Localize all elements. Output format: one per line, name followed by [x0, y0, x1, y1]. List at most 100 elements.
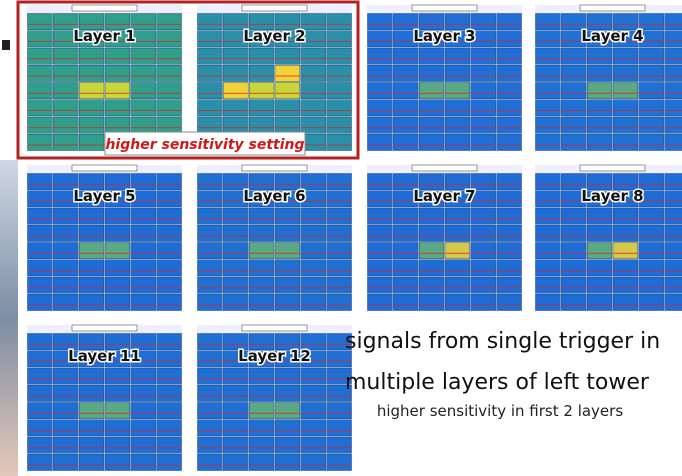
- cell: [198, 420, 223, 436]
- cell: [419, 243, 444, 259]
- cell: [198, 260, 223, 276]
- cell: [131, 100, 156, 116]
- cell: [249, 208, 274, 224]
- cell: [28, 277, 53, 293]
- cell: [79, 243, 104, 259]
- cell: [131, 437, 156, 453]
- cell: [471, 100, 496, 116]
- cell: [665, 174, 682, 190]
- cell: [79, 385, 104, 401]
- cell: [131, 420, 156, 436]
- cell: [79, 403, 104, 419]
- cell: [157, 403, 182, 419]
- cell: [301, 48, 326, 64]
- cell: [157, 334, 182, 350]
- cell: [198, 368, 223, 384]
- cell: [497, 83, 522, 99]
- cell: [497, 100, 522, 116]
- cell: [275, 420, 300, 436]
- cell: [665, 31, 682, 47]
- layer-panel: Layer 5: [27, 165, 182, 311]
- cell: [536, 174, 561, 190]
- cell: [445, 208, 470, 224]
- cell: [131, 454, 156, 470]
- cell: [561, 83, 586, 99]
- cell: [249, 117, 274, 133]
- cell: [301, 437, 326, 453]
- cell: [28, 191, 53, 207]
- cell: [275, 260, 300, 276]
- cell: [301, 83, 326, 99]
- cell: [53, 208, 78, 224]
- cell: [665, 243, 682, 259]
- layer-label: Layer 6: [243, 187, 305, 205]
- cell: [368, 174, 393, 190]
- cell: [79, 100, 104, 116]
- cell: [157, 385, 182, 401]
- cell: [639, 65, 664, 81]
- panel-header: [72, 5, 137, 11]
- cell: [368, 48, 393, 64]
- cell: [419, 277, 444, 293]
- cell: [157, 14, 182, 30]
- cell: [665, 117, 682, 133]
- cell: [561, 243, 586, 259]
- cell: [393, 134, 418, 150]
- cell: [301, 403, 326, 419]
- cell: [327, 243, 352, 259]
- cell: [368, 117, 393, 133]
- cell: [301, 454, 326, 470]
- cell: [301, 100, 326, 116]
- cell: [131, 403, 156, 419]
- cell: [105, 117, 130, 133]
- cell: [157, 31, 182, 47]
- layer-panel: Layer 7: [367, 165, 522, 311]
- panel-header: [412, 165, 477, 171]
- cell: [53, 117, 78, 133]
- cell: [28, 403, 53, 419]
- cell: [28, 208, 53, 224]
- cell: [223, 403, 248, 419]
- cell: [368, 225, 393, 241]
- cell: [275, 208, 300, 224]
- cell: [249, 48, 274, 64]
- cell: [327, 208, 352, 224]
- cell: [445, 277, 470, 293]
- cell: [249, 277, 274, 293]
- cell: [275, 243, 300, 259]
- cell: [419, 208, 444, 224]
- cell: [275, 48, 300, 64]
- cell: [223, 48, 248, 64]
- cell: [665, 294, 682, 310]
- cell: [419, 117, 444, 133]
- cell: [198, 334, 223, 350]
- cell: [536, 243, 561, 259]
- cell: [28, 351, 53, 367]
- cell: [419, 83, 444, 99]
- cell: [393, 260, 418, 276]
- cell: [587, 294, 612, 310]
- cell: [639, 100, 664, 116]
- cell: [639, 294, 664, 310]
- cell: [587, 243, 612, 259]
- cell: [105, 403, 130, 419]
- cell: [53, 243, 78, 259]
- cell: [327, 454, 352, 470]
- cell: [497, 208, 522, 224]
- cell: [249, 454, 274, 470]
- cell: [471, 83, 496, 99]
- cell: [587, 225, 612, 241]
- cell: [79, 225, 104, 241]
- cell: [105, 260, 130, 276]
- cell: [198, 83, 223, 99]
- cell: [639, 243, 664, 259]
- cell: [131, 208, 156, 224]
- cell: [587, 117, 612, 133]
- cell: [223, 437, 248, 453]
- cell: [28, 117, 53, 133]
- cell: [497, 14, 522, 30]
- cell: [157, 208, 182, 224]
- cell: [368, 260, 393, 276]
- cell: [105, 225, 130, 241]
- cell: [301, 225, 326, 241]
